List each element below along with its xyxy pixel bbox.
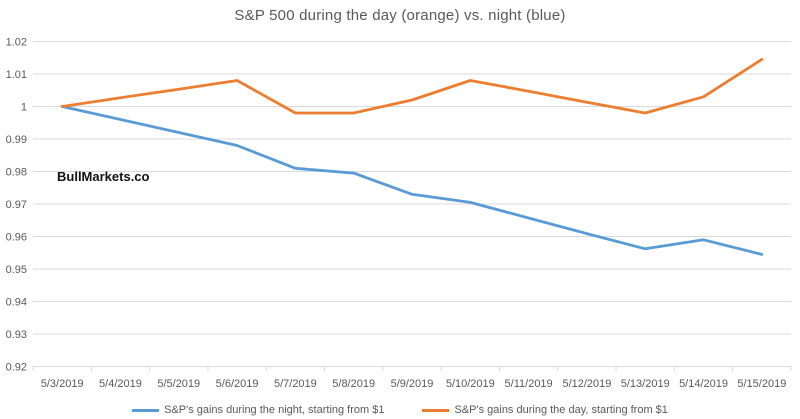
x-axis-tick-label: 5/13/2019 (621, 378, 670, 390)
x-axis-tick-label: 5/10/2019 (446, 378, 495, 390)
legend-day-label: S&P's gains during the day, starting fro… (454, 404, 668, 416)
legend-night-label: S&P's gains during the night, starting f… (164, 404, 385, 416)
watermark: BullMarkets.co (57, 169, 150, 184)
legend-day-line-swatch (422, 408, 450, 412)
x-axis-tick-label: 5/3/2019 (41, 378, 84, 390)
y-axis-tick-label: 0.94 (6, 297, 27, 309)
legend: S&P's gains during the night, starting f… (0, 404, 800, 416)
night-series-line (60, 105, 764, 256)
x-axis-tick-label: 5/4/2019 (99, 378, 142, 390)
x-axis-tick-label: 5/5/2019 (157, 378, 200, 390)
y-axis-tick-label: 0.97 (6, 199, 27, 211)
legend-item-day: S&P's gains during the day, starting fro… (422, 404, 668, 416)
y-axis-tick-label: 0.98 (6, 167, 27, 179)
x-axis-tick-label: 5/11/2019 (505, 378, 553, 390)
y-axis-tick-label: 1.01 (6, 69, 27, 81)
y-axis-tick-label: 0.99 (6, 134, 27, 146)
y-axis-tick-label: 1 (21, 102, 27, 114)
x-axis-tick-label: 5/12/2019 (562, 378, 611, 390)
y-axis-tick-label: 1.02 (6, 37, 27, 49)
y-axis-tick-label: 0.93 (6, 329, 27, 341)
day-series-line (60, 58, 764, 115)
y-axis-tick-label: 0.95 (6, 264, 27, 276)
x-axis-tick-label: 5/6/2019 (216, 378, 259, 390)
x-axis-tick-label: 5/15/2019 (737, 378, 786, 390)
legend-item-night: S&P's gains during the night, starting f… (132, 404, 384, 416)
chart-title: S&P 500 during the day (orange) vs. nigh… (234, 7, 566, 24)
x-axis-tick-label: 5/14/2019 (679, 378, 728, 390)
x-axis-tick-label: 5/7/2019 (274, 378, 317, 390)
x-axis-tick-label: 5/8/2019 (332, 378, 375, 390)
x-axis-tick-label: 5/9/2019 (391, 378, 434, 390)
y-axis-tick-label: 0.96 (6, 232, 27, 244)
legend-night-line-swatch (132, 408, 160, 412)
y-axis-tick-label: 0.92 (6, 362, 27, 374)
